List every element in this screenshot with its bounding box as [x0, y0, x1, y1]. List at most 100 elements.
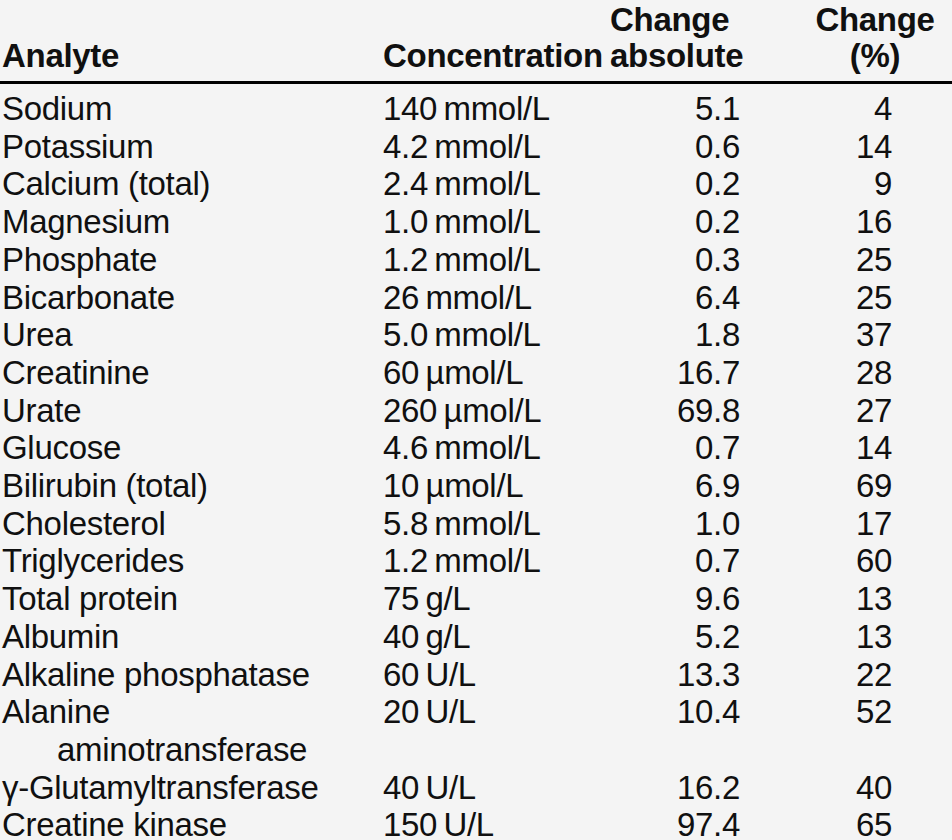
cell-analyte: Triglycerides [0, 542, 380, 580]
analyte-name: Calcium (total) [2, 165, 210, 202]
cell-change-percent: 9 [780, 165, 952, 203]
table-row: Glucose 4.6 mmol/L0.714 [0, 429, 952, 467]
cell-change-absolute: 13.3 [610, 656, 780, 694]
col-header-change-percent: Change (%) [780, 0, 952, 83]
cell-change-absolute: 16.2 [610, 769, 780, 807]
cell-analyte: Bicarbonate [0, 279, 380, 317]
cell-concentration: 5.0 mmol/L [380, 316, 610, 354]
col-header-concentration: Concentration [380, 0, 610, 83]
analyte-name: Urea [2, 316, 72, 353]
cell-analyte: Alkaline phosphatase [0, 656, 380, 694]
table-row: Total protein75 g/L9.613 [0, 580, 952, 618]
cell-concentration: 1.2 mmol/L [380, 241, 610, 279]
cell-change-percent: 14 [780, 429, 952, 467]
table-row: Sodium140 mmol/L5.14 [0, 83, 952, 128]
cell-change-absolute: 97.4 [610, 806, 780, 840]
col-header-analyte: Analyte [0, 0, 380, 83]
analyte-name: Creatinine [2, 354, 149, 391]
cell-analyte: Glucose [0, 429, 380, 467]
table-row: Alanineaminotransferase20 U/L10.452 [0, 693, 952, 768]
cell-analyte: Bilirubin (total) [0, 467, 380, 505]
col-header-change-absolute: Change absolute [610, 0, 780, 83]
cell-analyte: Magnesium [0, 203, 380, 241]
cell-change-percent: 60 [780, 542, 952, 580]
cell-change-absolute: 0.3 [610, 241, 780, 279]
cell-concentration: 1.2 mmol/L [380, 542, 610, 580]
cell-change-percent: 22 [780, 656, 952, 694]
cell-change-percent: 37 [780, 316, 952, 354]
cell-analyte: Creatinine [0, 354, 380, 392]
analyte-name: Glucose [2, 429, 121, 466]
cell-analyte: γ-Glutamyltransferase [0, 769, 380, 807]
cell-concentration: 4.6 mmol/L [380, 429, 610, 467]
cell-change-percent: 28 [780, 354, 952, 392]
cell-change-percent: 17 [780, 505, 952, 543]
col-header-analyte-label: Analyte [2, 37, 119, 74]
table-row: Creatine kinase150 U/L97.465 [0, 806, 952, 840]
cell-concentration: 20 U/L [380, 693, 610, 768]
table-row: Bilirubin (total)10 µmol/L6.969 [0, 467, 952, 505]
cell-change-absolute: 1.8 [610, 316, 780, 354]
table-row: γ-Glutamyltransferase 40 U/L16.240 [0, 769, 952, 807]
cell-analyte: Alanineaminotransferase [0, 693, 380, 768]
cell-change-absolute: 6.4 [610, 279, 780, 317]
cell-concentration: 4.2 mmol/L [380, 128, 610, 166]
cell-change-absolute: 9.6 [610, 580, 780, 618]
cell-change-absolute: 10.4 [610, 693, 780, 768]
cell-change-percent: 65 [780, 806, 952, 840]
cell-concentration: 260 µmol/L [380, 392, 610, 430]
cell-concentration: 60 µmol/L [380, 354, 610, 392]
cell-change-percent: 40 [780, 769, 952, 807]
table-row: Cholesterol5.8 mmol/L1.017 [0, 505, 952, 543]
cell-concentration: 40 U/L [380, 769, 610, 807]
header-row: Analyte Concentration Change absolute Ch… [0, 0, 952, 83]
table-row: Magnesium1.0 mmol/L0.216 [0, 203, 952, 241]
cell-change-percent: 13 [780, 618, 952, 656]
cell-concentration: 60 U/L [380, 656, 610, 694]
cell-analyte: Sodium [0, 83, 380, 128]
cell-change-absolute: 16.7 [610, 354, 780, 392]
table-row: Triglycerides1.2 mmol/L0.760 [0, 542, 952, 580]
table-row: Calcium (total)2.4 mmol/L0.29 [0, 165, 952, 203]
col-header-change-percent-line1: Change [798, 2, 952, 38]
analyte-name: Albumin [2, 618, 119, 655]
cell-analyte: Potassium [0, 128, 380, 166]
analyte-name: Cholesterol [2, 505, 166, 542]
analyte-name: Bicarbonate [2, 279, 175, 316]
cell-change-percent: 16 [780, 203, 952, 241]
cell-change-percent: 25 [780, 241, 952, 279]
cell-change-percent: 13 [780, 580, 952, 618]
cell-change-percent: 14 [780, 128, 952, 166]
cell-change-percent: 25 [780, 279, 952, 317]
cell-change-absolute: 5.2 [610, 618, 780, 656]
cell-analyte: Cholesterol [0, 505, 380, 543]
col-header-concentration-label: Concentration [383, 37, 603, 74]
col-header-change-percent-line2: (%) [798, 38, 952, 74]
cell-change-percent: 69 [780, 467, 952, 505]
cell-change-absolute: 6.9 [610, 467, 780, 505]
cell-analyte: Albumin [0, 618, 380, 656]
analyte-name: Phosphate [2, 241, 157, 278]
cell-change-percent: 4 [780, 83, 952, 128]
analyte-name: Urate [2, 392, 81, 429]
table-row: Creatinine 60 µmol/L16.728 [0, 354, 952, 392]
cell-change-absolute: 0.7 [610, 429, 780, 467]
table-row: Albumin40 g/L5.213 [0, 618, 952, 656]
cell-change-absolute: 1.0 [610, 505, 780, 543]
analyte-name: γ-Glutamyltransferase [2, 769, 318, 806]
cell-change-absolute: 69.8 [610, 392, 780, 430]
cell-analyte: Urate [0, 392, 380, 430]
cell-concentration: 2.4 mmol/L [380, 165, 610, 203]
table-header: Analyte Concentration Change absolute Ch… [0, 0, 952, 83]
cell-analyte: Calcium (total) [0, 165, 380, 203]
cell-change-percent: 27 [780, 392, 952, 430]
col-header-change-absolute-line1: Change [610, 2, 780, 38]
cell-concentration: 1.0 mmol/L [380, 203, 610, 241]
col-header-change-absolute-line2: absolute [610, 38, 780, 74]
cell-change-absolute: 0.7 [610, 542, 780, 580]
analyte-name-wrap: aminotransferase [2, 731, 380, 769]
cell-change-absolute: 0.2 [610, 203, 780, 241]
table-body: Sodium140 mmol/L5.14Potassium4.2 mmol/L0… [0, 83, 952, 840]
cell-change-percent: 52 [780, 693, 952, 768]
cell-analyte: Urea [0, 316, 380, 354]
